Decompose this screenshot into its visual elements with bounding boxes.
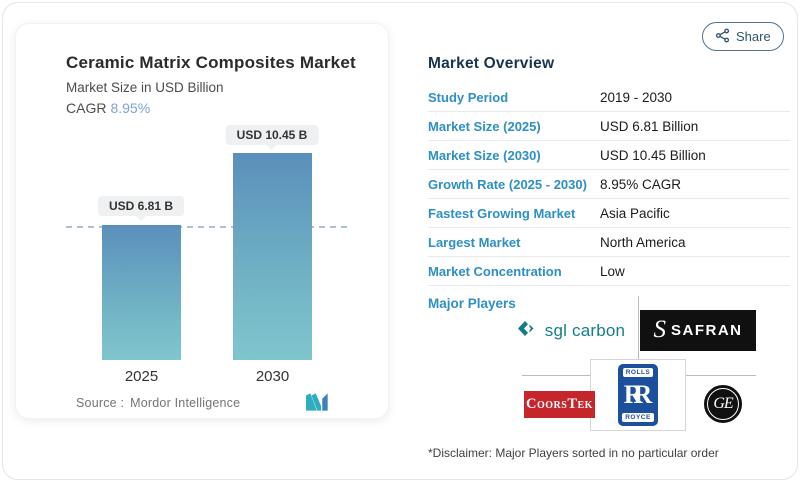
share-button-label: Share xyxy=(736,29,771,44)
ge-monogram-ring: GE xyxy=(707,388,739,420)
row-label: Market Size (2025) xyxy=(428,118,541,134)
reference-dashed-line xyxy=(66,226,352,228)
source-label: Source : xyxy=(76,396,125,410)
row-value: 8.95% CAGR xyxy=(600,176,682,192)
table-row-market-concentration: Market Concentration Low xyxy=(428,257,790,286)
cagr-label: CAGR xyxy=(66,100,107,116)
bar-2030 xyxy=(233,153,312,360)
bar-2025 xyxy=(102,225,181,360)
table-row-fastest-growing-market: Fastest Growing Market Asia Pacific xyxy=(428,199,790,228)
overview-table: Study Period 2019 - 2030 Market Size (20… xyxy=(428,83,790,286)
cagr-line: CAGR 8.95% xyxy=(66,100,150,116)
cagr-value: 8.95% xyxy=(110,100,151,116)
table-row-market-size-2030: Market Size (2030) USD 10.45 Billion xyxy=(428,141,790,170)
logo-safran: S SAFRAN xyxy=(640,310,756,351)
row-value: Low xyxy=(600,263,625,279)
rolls-royce-monogram-icon: RR xyxy=(623,380,652,410)
row-value: USD 10.45 Billion xyxy=(600,147,706,163)
logo-coorstek: CoorsTek xyxy=(524,391,595,418)
row-value: North America xyxy=(600,234,686,250)
share-button[interactable]: Share xyxy=(702,22,784,51)
row-label: Fastest Growing Market xyxy=(428,205,576,221)
row-value: 2019 - 2030 xyxy=(600,89,673,105)
source-value: Mordor Intelligence xyxy=(130,396,241,410)
table-row-largest-market: Largest Market North America xyxy=(428,228,790,257)
row-value: Asia Pacific xyxy=(600,205,670,221)
major-players-label: Major Players xyxy=(428,296,516,311)
row-label: Growth Rate (2025 - 2030) xyxy=(428,176,587,192)
mordor-intelligence-logo-icon xyxy=(306,393,332,416)
table-row-market-size-2025: Market Size (2025) USD 6.81 Billion xyxy=(428,112,790,141)
source-line: Source : Mordor Intelligence xyxy=(76,396,240,410)
row-label: Market Size (2030) xyxy=(428,147,541,163)
chart-title: Ceramic Matrix Composites Market xyxy=(66,53,356,72)
overview-heading: Market Overview xyxy=(428,55,555,72)
row-value: USD 6.81 Billion xyxy=(600,118,699,134)
row-label: Study Period xyxy=(428,89,509,105)
logo-sgl-carbon: sgl carbon xyxy=(508,313,633,349)
coorstek-name: CoorsTek xyxy=(526,396,593,412)
chart-panel: Ceramic Matrix Composites Market Market … xyxy=(15,23,389,419)
bar-value-label-2025: USD 6.81 B xyxy=(97,196,185,216)
players-vertical-divider xyxy=(638,296,639,375)
safran-s-icon: S xyxy=(653,316,667,343)
rolls-royce-logo-frame: ROLLS RR ROYCE xyxy=(590,359,686,431)
logo-ge: GE xyxy=(704,385,742,423)
x-axis-label-2025: 2025 xyxy=(124,368,159,385)
sgl-carbon-mark-icon xyxy=(516,320,538,342)
row-label: Market Concentration xyxy=(428,263,562,279)
row-label: Largest Market xyxy=(428,234,521,250)
safran-name: SAFRAN xyxy=(671,322,743,339)
table-row-growth-rate: Growth Rate (2025 - 2030) 8.95% CAGR xyxy=(428,170,790,199)
chart-subtitle: Market Size in USD Billion xyxy=(66,80,224,95)
disclaimer-text: *Disclaimer: Major Players sorted in no … xyxy=(428,446,719,460)
bar-value-label-2030: USD 10.45 B xyxy=(225,125,319,145)
rolls-royce-top-label: ROLLS xyxy=(622,368,654,378)
sgl-carbon-name: sgl carbon xyxy=(544,321,626,340)
rolls-royce-bottom-label: ROYCE xyxy=(622,412,654,422)
share-icon xyxy=(715,28,730,46)
x-axis-label-2030: 2030 xyxy=(255,368,290,385)
ge-monogram-icon: GE xyxy=(713,395,733,412)
logo-rolls-royce: ROLLS RR ROYCE xyxy=(618,364,658,426)
table-row-study-period: Study Period 2019 - 2030 xyxy=(428,83,790,112)
